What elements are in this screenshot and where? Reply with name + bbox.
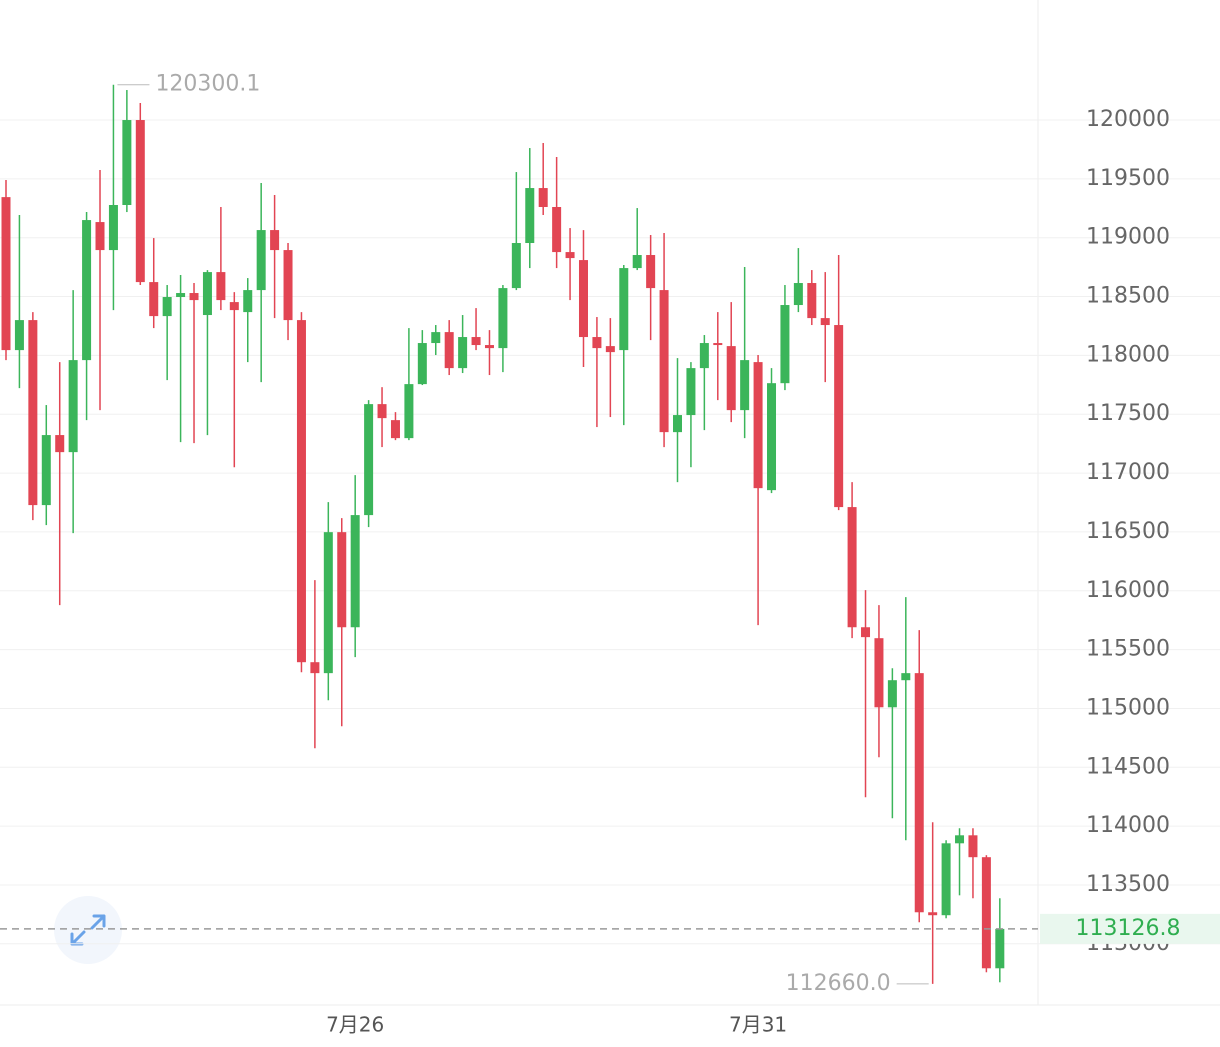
candle-body: [82, 220, 92, 361]
candle-body: [377, 404, 387, 419]
candle-body: [592, 337, 602, 349]
y-tick-label: 119000: [1086, 225, 1170, 250]
candle-body: [296, 320, 306, 663]
expand-button[interactable]: [54, 896, 122, 964]
candle-body: [887, 680, 897, 708]
y-tick-label: 113500: [1086, 872, 1170, 897]
y-tick-label: 114000: [1086, 813, 1170, 838]
candle-body: [699, 343, 709, 369]
last-price-box: [1040, 913, 1220, 944]
candle-body: [511, 243, 521, 289]
candle-body: [458, 337, 468, 369]
candle-body: [820, 318, 830, 326]
candle-body: [605, 346, 615, 353]
candle-body: [968, 835, 978, 858]
y-tick-label: 116000: [1086, 578, 1170, 603]
candle-body: [417, 343, 427, 385]
candle-body: [807, 283, 817, 319]
candle-body: [552, 207, 562, 253]
candle-body: [364, 404, 374, 516]
candle-body: [14, 320, 24, 351]
candle-body: [390, 420, 400, 439]
y-tick-label: 117000: [1086, 460, 1170, 485]
candle-body: [713, 343, 723, 346]
candle-body: [484, 345, 494, 349]
x-tick-label: 7月26: [326, 1013, 384, 1037]
candle-body: [108, 205, 118, 251]
candle-body: [847, 507, 857, 628]
candle-body: [243, 290, 253, 313]
candle-body: [41, 435, 51, 506]
candle-body: [753, 362, 763, 489]
candle-body: [149, 282, 159, 317]
candle-body: [55, 435, 65, 453]
candle-body: [914, 673, 924, 913]
expand-button-bg: [54, 896, 122, 964]
candle-body: [646, 255, 656, 289]
candle-body: [941, 843, 951, 916]
candle-body: [995, 928, 1005, 969]
candle-body: [740, 360, 750, 411]
candle-body: [162, 297, 172, 317]
candle-body: [1, 197, 11, 351]
candle-body: [216, 272, 226, 301]
y-tick-label: 116500: [1086, 519, 1170, 544]
candle-body: [861, 627, 871, 638]
candle-body: [726, 346, 736, 411]
candle-body: [68, 360, 78, 453]
x-tick-label: 7月31: [729, 1013, 787, 1037]
candle-body: [578, 260, 588, 338]
candle-body: [176, 293, 186, 298]
candle-body: [337, 532, 347, 628]
y-tick-label: 115000: [1086, 695, 1170, 720]
candle-body: [686, 368, 696, 416]
y-tick-label: 119500: [1086, 166, 1170, 191]
candle-body: [659, 290, 669, 433]
candle-body: [955, 835, 965, 844]
candle-body: [28, 320, 38, 506]
y-tick-label: 115500: [1086, 637, 1170, 662]
candle-body: [189, 293, 199, 301]
candle-body: [431, 332, 441, 344]
candle-body: [981, 857, 991, 969]
candle-body: [310, 662, 320, 674]
candle-body: [202, 272, 212, 316]
y-tick-label: 120000: [1086, 107, 1170, 132]
candle-body: [834, 325, 844, 508]
candle-body: [565, 252, 575, 259]
candle-body: [901, 673, 911, 681]
candle-body: [229, 302, 239, 311]
candle-body: [444, 332, 454, 369]
candle-body: [135, 120, 145, 283]
candle-body: [498, 288, 508, 349]
candle-body: [404, 384, 414, 439]
y-tick-label: 117500: [1086, 401, 1170, 426]
y-tick-label: 118500: [1086, 284, 1170, 309]
y-tick-label: 118000: [1086, 342, 1170, 367]
candle-body: [619, 268, 629, 351]
candle-body: [538, 188, 548, 208]
candle-body: [122, 120, 132, 206]
candle-body: [95, 222, 105, 251]
candle-body: [767, 383, 777, 491]
candle-body: [256, 230, 266, 291]
candle-body: [323, 532, 333, 674]
candle-body: [928, 912, 938, 916]
candle-body: [874, 638, 884, 708]
candle-body: [350, 515, 360, 628]
y-tick-label: 114500: [1086, 754, 1170, 779]
high-marker-label: 120300.1: [155, 72, 260, 97]
candle-body: [780, 305, 790, 384]
candle-body: [270, 230, 280, 251]
candle-body: [525, 188, 535, 244]
candle-body: [632, 255, 642, 269]
candle-body: [471, 337, 481, 346]
low-marker-label: 112660.0: [786, 971, 891, 996]
candle-body: [283, 250, 293, 321]
candle-body: [793, 283, 803, 306]
candle-body: [673, 415, 682, 433]
last-price-label: 113126.8: [1076, 916, 1181, 941]
